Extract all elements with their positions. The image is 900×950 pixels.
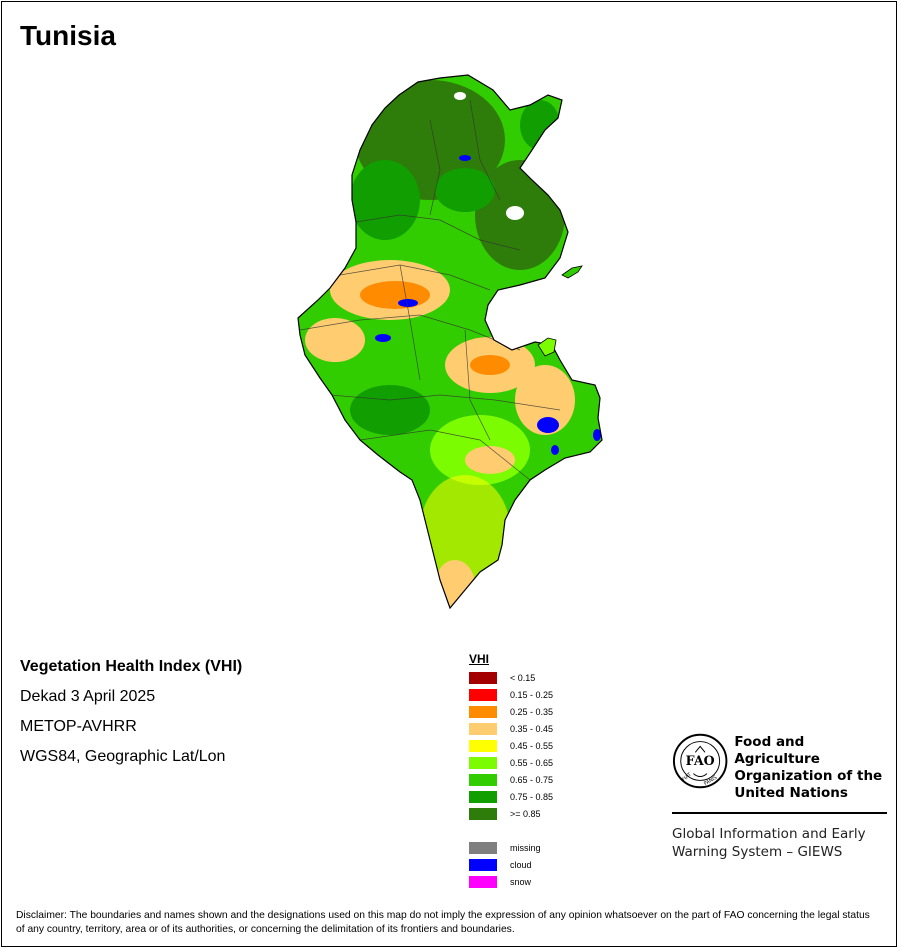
cloud-patch	[459, 155, 471, 161]
legend-label: 0.35 - 0.45	[510, 723, 554, 734]
legend-item: >= 0.85	[469, 805, 553, 822]
cloud-patch	[375, 334, 391, 342]
fao-name-line: Food and Agriculture	[734, 734, 820, 767]
legend-swatch	[469, 858, 497, 871]
legend-swatch	[469, 875, 497, 888]
admin-boundary	[299, 99, 561, 481]
vhi-zone-southwest	[350, 385, 430, 435]
vhi-map	[297, 74, 603, 610]
fao-block: FAO FIAT PANIS Food and Agriculture Orga…	[672, 732, 890, 861]
cloud-patch	[551, 445, 559, 455]
fao-logo-icon: FAO FIAT PANIS	[672, 733, 728, 789]
index-name: Vegetation Health Index (VHI)	[20, 658, 243, 675]
legend-item: 0.15 - 0.25	[469, 686, 553, 703]
giews-line: Global Information and Early	[672, 826, 866, 842]
legend-item: < 0.15	[469, 669, 553, 686]
vhi-zone-south	[420, 475, 510, 585]
vhi-zone-west	[305, 318, 365, 362]
vhi-zone-central-east-stress	[470, 355, 510, 375]
legend-label: 0.25 - 0.35	[510, 706, 554, 717]
fao-motto-left: FIAT	[681, 772, 693, 783]
legend: VHI < 0.15 0.15 - 0.25 0.25 - 0.35 0.35 - 0…	[469, 652, 553, 890]
lake	[506, 206, 524, 220]
sensor-label: METOP-AVHRR	[20, 718, 137, 735]
legend-item: 0.75 - 0.85	[469, 788, 553, 805]
map-info: Vegetation Health Index (VHI) Dekad 3 Ap…	[20, 657, 242, 777]
fao-name-line: Organization of the	[734, 768, 883, 784]
legend-special: missing cloud snow	[469, 839, 553, 890]
vhi-zone-north-mid	[435, 168, 495, 212]
period-label: Dekad 3 April 2025	[20, 688, 156, 705]
legend-label: 0.15 - 0.25	[510, 689, 554, 700]
legend-swatch	[469, 722, 497, 735]
vhi-zone-central-west-stress	[360, 281, 430, 309]
fao-name-line: United Nations	[734, 785, 848, 801]
legend-title: VHI	[469, 652, 490, 666]
vhi-zone-cap-bon	[520, 100, 560, 150]
legend-label: 0.45 - 0.55	[510, 740, 554, 751]
legend-item: snow	[469, 873, 553, 890]
legend-swatch	[469, 756, 497, 769]
giews-label: Global Information and Early Warning Sys…	[672, 825, 890, 861]
disclaimer: Disclaimer: The boundaries and names sho…	[16, 910, 870, 935]
legend-classes: < 0.15 0.15 - 0.25 0.25 - 0.35 0.35 - 0.45 0…	[469, 669, 553, 822]
djerba-island	[537, 337, 557, 357]
fao-logo-text: FAO	[686, 753, 715, 768]
cloud-patch	[593, 429, 601, 441]
legend-item: missing	[469, 839, 553, 856]
vhi-zone-sahel	[515, 365, 575, 435]
projection-label: WGS84, Geographic Lat/Lon	[20, 748, 226, 765]
legend-swatch	[469, 790, 497, 803]
cloud-patch	[537, 417, 559, 433]
legend-swatch	[469, 739, 497, 752]
legend-swatch	[469, 671, 497, 684]
vhi-zone-south-central-stress	[465, 446, 515, 474]
legend-item: 0.65 - 0.75	[469, 771, 553, 788]
legend-label: snow	[510, 876, 532, 887]
map-title: Tunisia	[20, 20, 116, 51]
legend-swatch	[469, 807, 497, 820]
legend-label: >= 0.85	[510, 808, 541, 819]
legend-swatch	[469, 841, 497, 854]
legend-item: 0.45 - 0.55	[469, 737, 553, 754]
cloud-patch	[398, 299, 418, 307]
legend-swatch	[469, 688, 497, 701]
legend-label: 0.55 - 0.65	[510, 757, 554, 768]
lake	[454, 92, 466, 100]
legend-item: 0.55 - 0.65	[469, 754, 553, 771]
legend-label: missing	[510, 842, 541, 853]
vhi-zone-northwest	[350, 160, 420, 240]
legend-swatch	[469, 773, 497, 786]
legend-swatch	[469, 705, 497, 718]
divider	[672, 812, 887, 814]
legend-item: cloud	[469, 856, 553, 873]
legend-label: cloud	[510, 859, 532, 870]
giews-line: Warning System – GIEWS	[672, 844, 843, 860]
legend-item: 0.35 - 0.45	[469, 720, 553, 737]
legend-label: 0.75 - 0.85	[510, 791, 554, 802]
tunisia-outline	[297, 74, 603, 610]
fao-name: Food and Agriculture Organization of the…	[734, 734, 890, 802]
legend-item: 0.25 - 0.35	[469, 703, 553, 720]
legend-label: < 0.15	[510, 672, 536, 683]
kerkennah-islands	[561, 265, 583, 279]
legend-label: 0.65 - 0.75	[510, 774, 554, 785]
